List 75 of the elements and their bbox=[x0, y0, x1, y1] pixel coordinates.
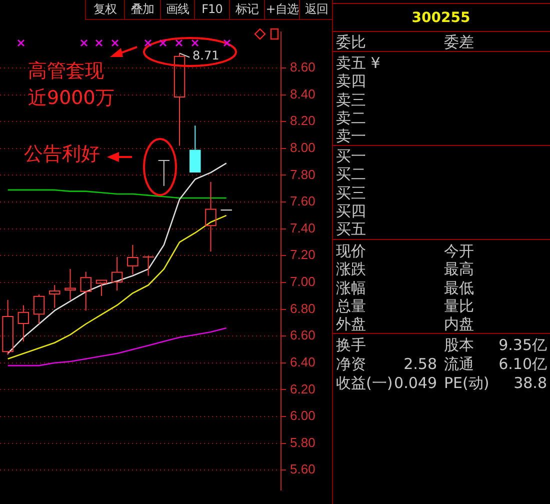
text: 买二 bbox=[336, 165, 366, 184]
y-tick-label: 5.60 bbox=[290, 462, 316, 477]
candlestick bbox=[205, 181, 216, 252]
text: 现价 bbox=[336, 242, 366, 260]
candlestick bbox=[174, 52, 186, 146]
text: 卖四 bbox=[336, 72, 366, 90]
y-tick-label: 7.80 bbox=[290, 166, 316, 182]
y-tick-label: 8.60 bbox=[290, 60, 316, 75]
text: 38.8 bbox=[514, 374, 547, 392]
candlestick bbox=[96, 280, 108, 296]
text: 最低 bbox=[444, 278, 474, 297]
y-tick-label: 6.80 bbox=[290, 300, 316, 316]
text: 股本 bbox=[444, 336, 474, 354]
text: 返回 bbox=[299, 0, 333, 20]
text: 收益(一) bbox=[336, 374, 393, 392]
y-tick-label: 6.60 bbox=[290, 328, 316, 343]
candlestick bbox=[158, 160, 170, 186]
text: 买五 bbox=[336, 220, 366, 238]
text: 卖五 ¥ bbox=[336, 54, 380, 72]
y-tick-label: 8.00 bbox=[290, 140, 316, 155]
text: 买四 bbox=[336, 202, 366, 220]
y-tick-label: 6.20 bbox=[290, 381, 316, 396]
text: 内盘 bbox=[444, 315, 474, 334]
text: 叠加 bbox=[124, 0, 160, 20]
candlestick bbox=[33, 294, 45, 324]
text: 9.35亿 bbox=[498, 336, 547, 354]
text: 标记 bbox=[229, 0, 264, 20]
text: 卖三 bbox=[336, 90, 366, 109]
text: 买三 bbox=[336, 184, 366, 202]
candlestick bbox=[142, 256, 154, 276]
text: PE(动) bbox=[444, 374, 490, 392]
y-tick-label: 8.20 bbox=[290, 113, 316, 128]
text: 委比 bbox=[336, 33, 366, 51]
candlestick bbox=[64, 268, 76, 300]
text: 买一 bbox=[336, 147, 366, 165]
text: 画线 bbox=[160, 0, 194, 20]
y-tick-label: 7.60 bbox=[290, 194, 316, 209]
annotation: 近9000万 bbox=[28, 86, 114, 111]
text: 流通 bbox=[444, 355, 474, 373]
text: 6.10亿 bbox=[498, 355, 547, 373]
text: 量比 bbox=[444, 296, 474, 315]
annotation: 8.71 bbox=[192, 48, 220, 62]
y-tick-label: 6.40 bbox=[290, 354, 316, 370]
text: 净资 bbox=[336, 355, 366, 373]
text: 今开 bbox=[444, 242, 474, 260]
text: 外盘 bbox=[336, 315, 366, 334]
text: 换手 bbox=[336, 336, 366, 354]
text: 涨跌 bbox=[336, 260, 366, 278]
candlestick bbox=[190, 125, 201, 173]
candlestick bbox=[111, 256, 123, 291]
text: 卖一 bbox=[336, 127, 366, 146]
candlestick bbox=[2, 299, 14, 356]
candlestick bbox=[49, 284, 60, 308]
text: 0.049 bbox=[394, 374, 437, 392]
text: 最高 bbox=[444, 260, 474, 278]
y-tick-label: 7.40 bbox=[290, 220, 316, 236]
y-tick-label: 7.00 bbox=[290, 274, 316, 290]
annotation: 高管套现 bbox=[28, 59, 104, 84]
text: 卖二 bbox=[336, 108, 366, 127]
text: 复权 bbox=[85, 0, 124, 20]
text: 总量 bbox=[336, 296, 366, 315]
y-tick-label: 8.40 bbox=[290, 86, 316, 102]
text: 委差 bbox=[444, 33, 474, 51]
text: +自选 bbox=[264, 0, 299, 20]
candlestick bbox=[18, 304, 30, 342]
text: 涨幅 bbox=[336, 278, 366, 297]
text: F10 bbox=[194, 0, 229, 20]
candlestick bbox=[80, 271, 92, 312]
candlestick bbox=[127, 244, 138, 275]
text: 2.58 bbox=[404, 355, 437, 373]
y-tick-label: 6.00 bbox=[290, 408, 316, 424]
y-tick-label: 5.80 bbox=[290, 434, 316, 450]
text: 300255 bbox=[410, 9, 472, 27]
y-tick-label: 7.20 bbox=[290, 247, 316, 262]
annotation: 公告利好 bbox=[24, 142, 100, 167]
